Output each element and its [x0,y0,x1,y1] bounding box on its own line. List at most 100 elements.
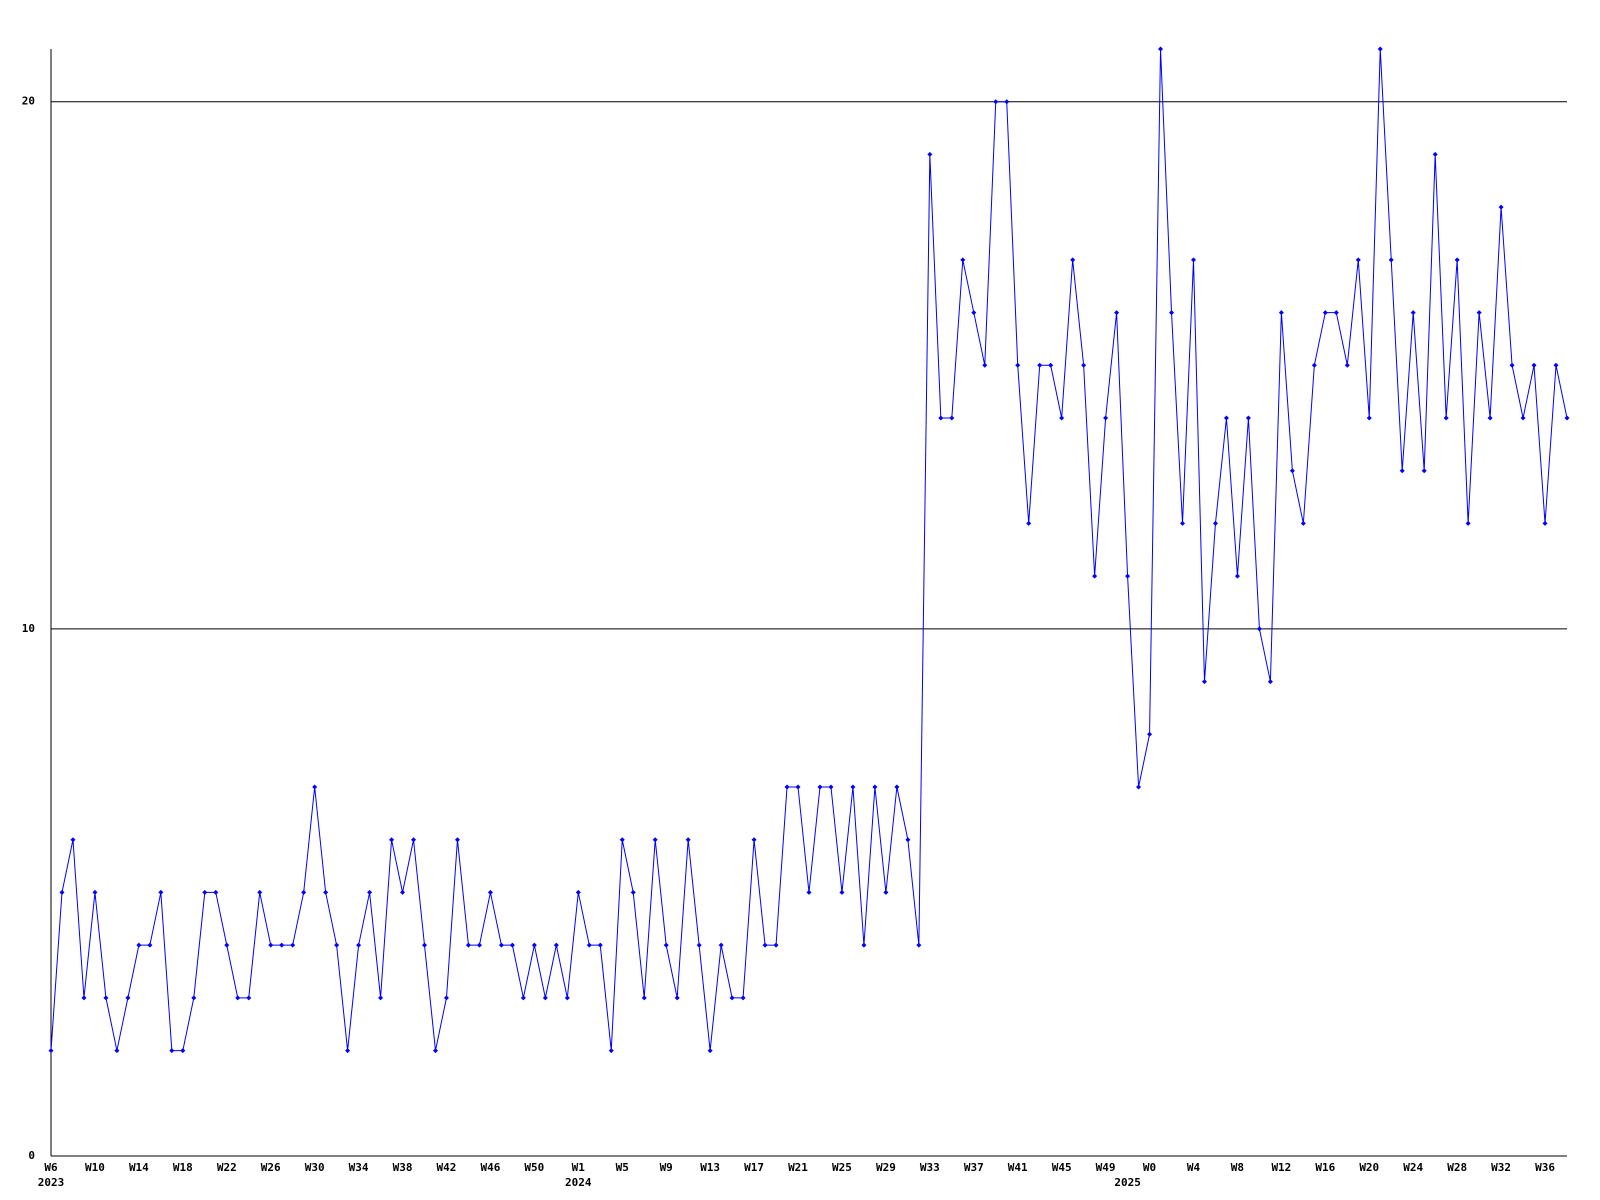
x-tick-label: W25 [832,1161,852,1174]
data-point [1136,784,1142,790]
data-point [169,1048,175,1054]
data-point [1410,310,1416,316]
data-point [575,889,581,895]
data-point [861,942,867,948]
data-point [1267,679,1273,685]
data-point [1190,257,1196,263]
data-point [70,837,76,843]
data-point [92,889,98,895]
data-point [290,942,296,948]
data-point [586,942,592,948]
data-point [1476,310,1482,316]
data-point [718,942,724,948]
data-point [674,995,680,1001]
data-point [465,942,471,948]
data-point [1322,310,1328,316]
data-point [1443,415,1449,421]
data-point [1366,415,1372,421]
data-point [729,995,735,1001]
x-tick-label: W26 [261,1161,281,1174]
x-tick-label: W10 [85,1161,105,1174]
data-point [323,889,329,895]
data-point [982,362,988,368]
data-point [1344,362,1350,368]
data-point [509,942,515,948]
data-point [707,1048,713,1054]
data-point [367,889,373,895]
data-point [345,1048,351,1054]
x-tick-label: W21 [788,1161,808,1174]
data-point [1201,679,1207,685]
data-point [1059,415,1065,421]
data-point [432,1048,438,1054]
data-point [1531,362,1537,368]
data-point [1114,310,1120,316]
x-tick-label: W5 [616,1161,629,1174]
data-point [191,995,197,1001]
data-point [1355,257,1361,263]
data-point [652,837,658,843]
data-point [1542,520,1548,526]
data-point [1180,520,1186,526]
data-point [378,995,384,1001]
data-point [1125,573,1131,579]
data-point [147,942,153,948]
x-tick-label: W13 [700,1161,720,1174]
data-point [268,942,274,948]
data-point [630,889,636,895]
data-point [1564,415,1570,421]
y-tick-label: 10 [22,622,35,635]
data-point [850,784,856,790]
data-point [839,889,845,895]
data-point [1399,468,1405,474]
data-point [476,942,482,948]
data-point [1553,362,1559,368]
data-point [1487,415,1493,421]
x-tick-label: W9 [660,1161,673,1174]
data-point [125,995,131,1001]
data-point [564,995,570,1001]
x-tick-label: W24 [1403,1161,1423,1174]
x-tick-label: W38 [393,1161,413,1174]
data-point [916,942,922,948]
data-point [1498,204,1504,210]
data-point [1245,415,1251,421]
data-point [751,837,757,843]
x-tick-label: W16 [1315,1161,1335,1174]
data-point [1223,415,1229,421]
data-point [927,151,933,157]
x-tick-label: W1 [572,1161,586,1174]
data-point [202,889,208,895]
x-tick-label: W34 [349,1161,369,1174]
data-point [740,995,746,1001]
data-point [663,942,669,948]
x-tick-label: W4 [1187,1161,1201,1174]
data-point [1311,362,1317,368]
data-line [50,48,1568,1052]
data-point [1004,99,1010,105]
x-year-label: 2024 [565,1176,592,1189]
data-point [696,942,702,948]
x-tick-label: W45 [1052,1161,1072,1174]
data-point [971,310,977,316]
data-point [59,889,65,895]
x-tick-label: W30 [305,1161,325,1174]
data-point [114,1048,120,1054]
data-point [1037,362,1043,368]
data-point [1070,257,1076,263]
data-point [1388,257,1394,263]
data-point [224,942,230,948]
data-point [949,415,955,421]
data-point [1278,310,1284,316]
data-point [883,889,889,895]
x-tick-label: W22 [217,1161,237,1174]
x-tick-label: W18 [173,1161,193,1174]
data-point [400,889,406,895]
data-point [1234,573,1240,579]
data-point [1169,310,1175,316]
data-point [1256,626,1262,632]
data-point [685,837,691,843]
data-point [1081,362,1087,368]
data-point [279,942,285,948]
data-point [542,995,548,1001]
